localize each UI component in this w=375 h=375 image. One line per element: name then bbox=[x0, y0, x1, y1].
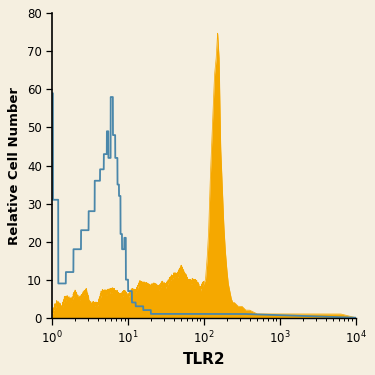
X-axis label: TLR2: TLR2 bbox=[183, 352, 225, 367]
Y-axis label: Relative Cell Number: Relative Cell Number bbox=[8, 87, 21, 245]
